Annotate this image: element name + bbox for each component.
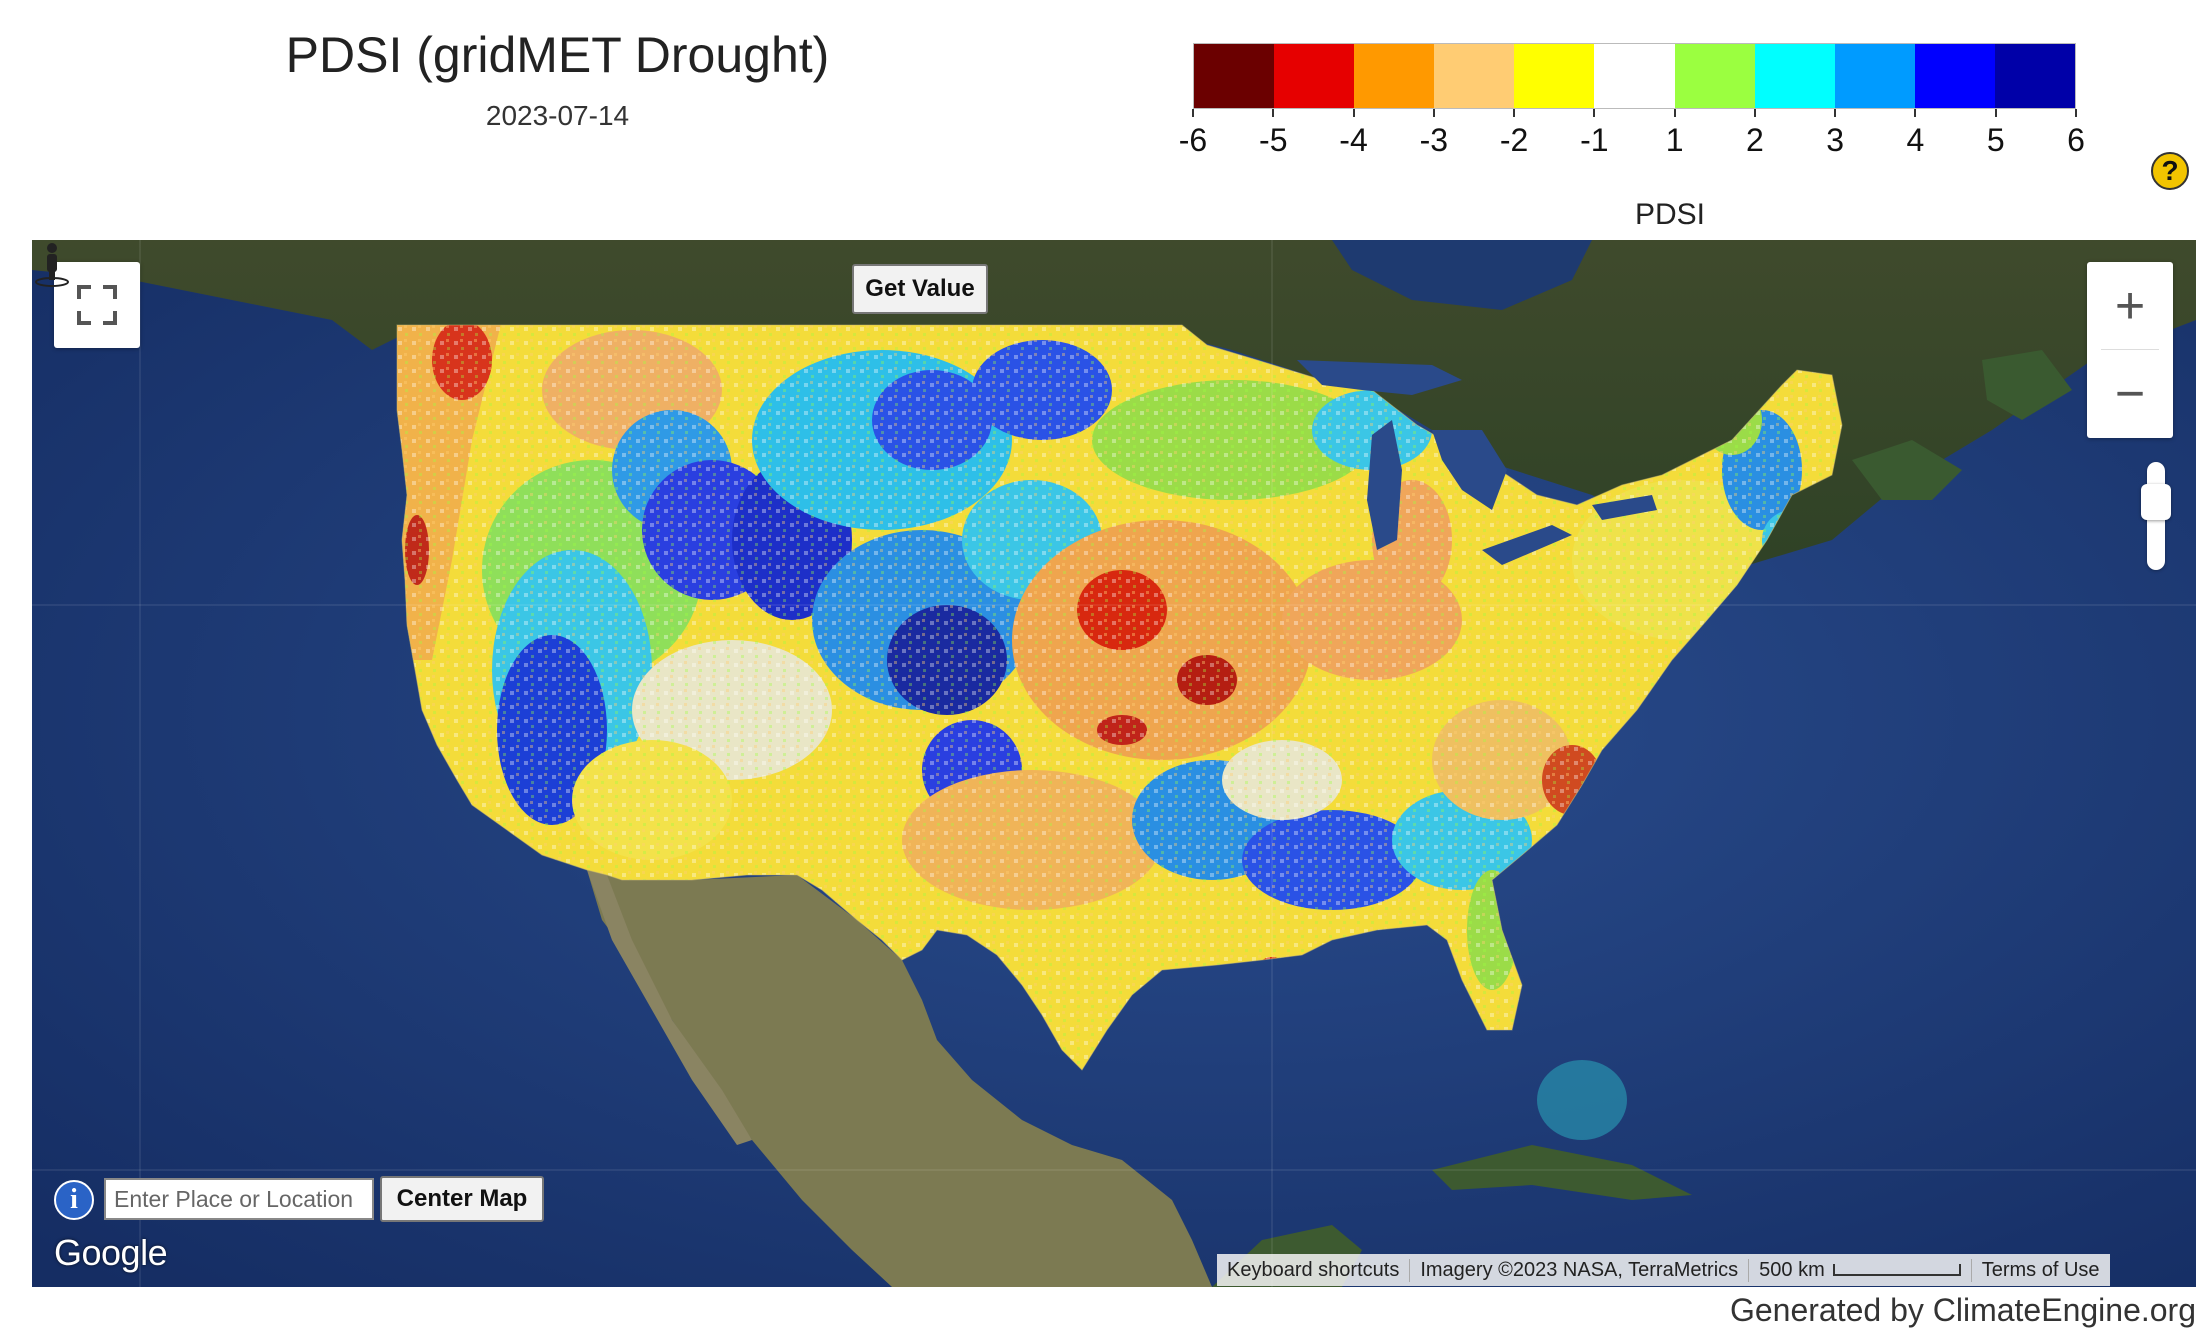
legend-swatch xyxy=(1674,44,1755,108)
map-date: 2023-07-14 xyxy=(485,100,630,131)
legend-tick-mark xyxy=(1673,109,1676,117)
zoom-control: + − xyxy=(2087,262,2173,438)
lake-michigan xyxy=(1367,420,1402,550)
legend-tick-mark xyxy=(1432,109,1435,117)
legend-tick-label: 4 xyxy=(1906,122,1925,158)
legend-tick-label: 2 xyxy=(1746,122,1764,158)
legend-tick-label: 5 xyxy=(1986,122,2005,158)
legend-tick-mark xyxy=(1352,109,1355,117)
zoom-divider xyxy=(2101,349,2159,350)
zoom-slider-handle[interactable] xyxy=(2141,484,2171,520)
lake-huron xyxy=(1432,430,1507,510)
northern-water xyxy=(1332,240,1592,310)
legend-tick-mark xyxy=(1593,109,1596,117)
imagery-credit: Imagery ©2023 NASA, TerraMetrics xyxy=(1409,1258,1748,1282)
map-attribution: Keyboard shortcuts Imagery ©2023 NASA, T… xyxy=(1217,1254,2110,1286)
legend-tick-label: -6 xyxy=(1178,122,1208,158)
legend-tick-mark xyxy=(1513,109,1516,117)
lake-superior xyxy=(1297,360,1462,395)
legend-tick-label: -2 xyxy=(1499,122,1529,158)
nova-scotia-landmass xyxy=(1852,440,1962,500)
scale-label: 500 km xyxy=(1759,1258,1825,1281)
zoom-in-button[interactable]: + xyxy=(2114,277,2146,335)
get-value-button[interactable]: Get Value xyxy=(852,264,988,314)
legend-swatch xyxy=(1594,44,1675,108)
legend-swatch xyxy=(1354,44,1435,108)
legend-swatch xyxy=(1514,44,1595,108)
scale-bar xyxy=(1832,1264,1961,1277)
help-icon[interactable]: ? xyxy=(2151,152,2189,190)
map-title: PDSI (gridMET Drought) xyxy=(285,27,830,83)
fullscreen-button[interactable] xyxy=(54,262,140,348)
pegman-icon[interactable] xyxy=(32,240,72,288)
legend-swatch xyxy=(1274,44,1355,108)
bahamas-shoals xyxy=(1537,1060,1627,1140)
legend-swatch xyxy=(1194,44,1275,108)
legend-ticks: -6 -5 -4 -3 -2 -1 1 2 3 4 5 6 xyxy=(1179,109,2085,158)
legend-tick-label: -5 xyxy=(1259,122,1288,158)
mexico-landmass xyxy=(587,870,1212,1287)
legend-title: PDSI xyxy=(1634,198,1706,231)
info-icon[interactable]: i xyxy=(54,1180,94,1220)
legend-tick-mark xyxy=(1272,109,1275,117)
legend-tick-mark xyxy=(1834,109,1837,117)
legend-tick-mark xyxy=(1753,109,1756,117)
map-view[interactable]: Get Value + − i Center Map Google Keyboa… xyxy=(32,240,2196,1287)
scale-indicator[interactable]: 500 km xyxy=(1748,1258,1971,1282)
legend-tick-label: 1 xyxy=(1665,122,1684,158)
legend-tick-label: 3 xyxy=(1826,122,1845,158)
place-search-input[interactable] xyxy=(104,1178,374,1220)
color-legend xyxy=(1193,43,2076,109)
keyboard-shortcuts-link[interactable]: Keyboard shortcuts xyxy=(1227,1258,1400,1281)
legend-tick-mark xyxy=(1914,109,1917,117)
legend-swatch xyxy=(1914,44,1995,108)
legend-tick-mark xyxy=(2075,109,2077,117)
lake-erie xyxy=(1482,525,1572,565)
legend-tick-mark xyxy=(1192,109,1194,117)
zoom-out-button[interactable]: − xyxy=(2114,365,2146,423)
newfoundland-landmass xyxy=(1982,350,2072,420)
legend-swatch xyxy=(1434,44,1515,108)
lake-ontario xyxy=(1592,495,1657,520)
google-logo: Google xyxy=(54,1232,168,1273)
center-map-button[interactable]: Center Map xyxy=(380,1176,544,1222)
legend-tick-label: 6 xyxy=(2067,122,2085,158)
legend-tick-label: -3 xyxy=(1419,122,1449,158)
map-canvas xyxy=(32,240,2196,1287)
zoom-slider[interactable] xyxy=(2141,462,2171,570)
legend-swatch xyxy=(1754,44,1835,108)
legend-tick-label: -1 xyxy=(1580,122,1609,158)
legend-tick-label: -4 xyxy=(1339,122,1368,158)
generated-by-credit: Generated by ClimateEngine.org xyxy=(1729,1292,2196,1328)
fullscreen-icon xyxy=(77,285,117,325)
terms-of-use-link[interactable]: Terms of Use xyxy=(1970,1258,2110,1282)
cuba-landmass xyxy=(1432,1145,1692,1200)
legend-swatch xyxy=(1834,44,1915,108)
baja-landmass xyxy=(587,870,752,1145)
legend-swatch xyxy=(1994,44,2076,108)
legend-tick-mark xyxy=(1994,109,1997,117)
